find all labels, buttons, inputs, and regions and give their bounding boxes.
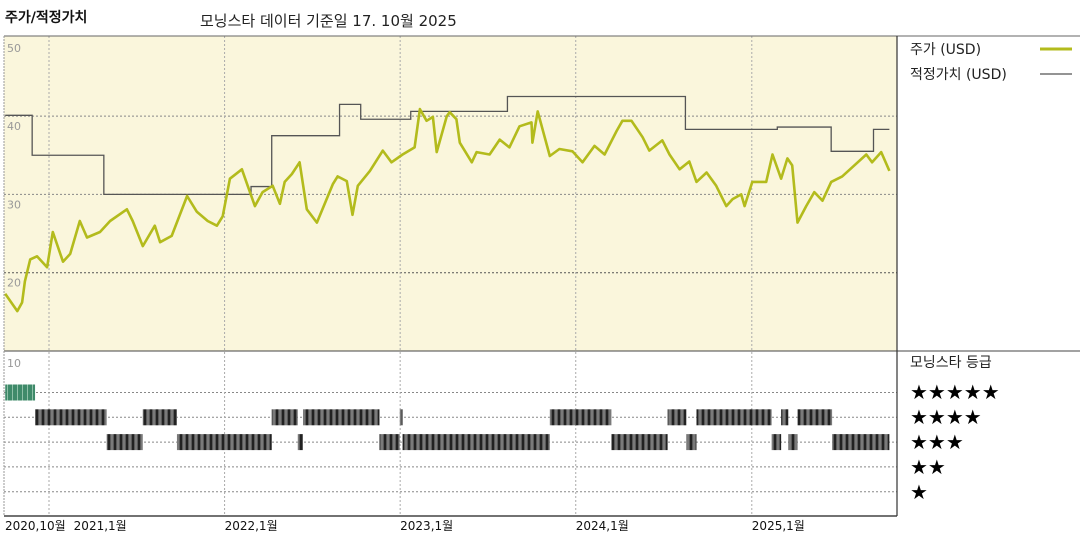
- rating-bar-3-star: [832, 434, 890, 451]
- y-tick-label: 20: [7, 277, 21, 290]
- rating-3-stars: ★★★: [910, 430, 964, 454]
- fair-value-line: [5, 95, 890, 196]
- rating-bar-4-star: [142, 409, 177, 426]
- rating-plot-area: [4, 351, 897, 516]
- data-date-label: 모닝스타 데이터 기준일 17. 10월 2025: [200, 12, 457, 30]
- rating-1-star: ★: [910, 480, 928, 504]
- rating-bar-3-star: [106, 434, 143, 451]
- rating-bar-5-star: [5, 384, 36, 401]
- x-tick-label: 2022,1월: [225, 519, 278, 533]
- x-tick-label: 2024,1월: [576, 519, 629, 533]
- rating-bar-3-star: [788, 434, 798, 451]
- rating-bar-4-star: [35, 409, 107, 426]
- rating-bar-3-star: [176, 434, 272, 451]
- price-series: [4, 107, 891, 313]
- rating-5-stars: ★★★★★: [910, 380, 1000, 404]
- legend-price-label: 주가 (USD): [910, 42, 981, 58]
- x-tick-label: 2023,1월: [400, 519, 453, 533]
- chart-title: 주가/적정가치: [5, 9, 87, 26]
- rating-bar-4-star: [781, 409, 789, 426]
- rating-bar-3-star: [297, 434, 303, 451]
- rating-legend-title: 모닝스타 등급: [910, 355, 992, 371]
- rating-bar-4-star: [399, 409, 403, 426]
- rating-bar-4-star: [271, 409, 298, 426]
- rating-2-stars: ★★: [910, 455, 946, 479]
- rating-bars: [5, 384, 890, 451]
- y-tick-label: 30: [7, 198, 21, 211]
- rating-bar-3-star: [611, 434, 668, 451]
- rating-bar-3-star: [379, 434, 400, 451]
- y-tick-label: 50: [7, 42, 21, 55]
- rating-bar-4-star: [696, 409, 772, 426]
- rating-4-stars: ★★★★: [910, 405, 982, 429]
- rating-bar-3-star: [686, 434, 697, 451]
- legend-fair-value-label: 적정가치 (USD): [910, 67, 1007, 83]
- y-axis-labels: 50 40 30 20 10: [7, 42, 21, 370]
- rating-bar-4-star: [667, 409, 687, 426]
- y-tick-label: 40: [7, 120, 21, 133]
- rating-bar-4-star: [302, 409, 380, 426]
- fair-value-series: [5, 95, 890, 196]
- legend: 주가 (USD) 적정가치 (USD) 모닝스타 등급 ★★★★★ ★★★★ ★…: [910, 42, 1072, 504]
- x-tick-label: 2025,1월: [752, 519, 805, 533]
- rating-bar-4-star: [549, 409, 612, 426]
- rating-y-tick-label: 10: [7, 357, 21, 370]
- x-tick-label: 2020,10월: [5, 519, 66, 533]
- rating-bar-4-star: [797, 409, 833, 426]
- x-axis-labels: 2020,10월 2021,1월 2022,1월 2023,1월 2024,1월 2025…: [5, 519, 805, 533]
- x-tick-label: 2021,1월: [74, 519, 127, 533]
- rating-bar-3-star: [771, 434, 782, 451]
- rating-bar-3-star: [402, 434, 550, 451]
- price-line: [4, 107, 891, 313]
- price-plot-area: [4, 36, 897, 351]
